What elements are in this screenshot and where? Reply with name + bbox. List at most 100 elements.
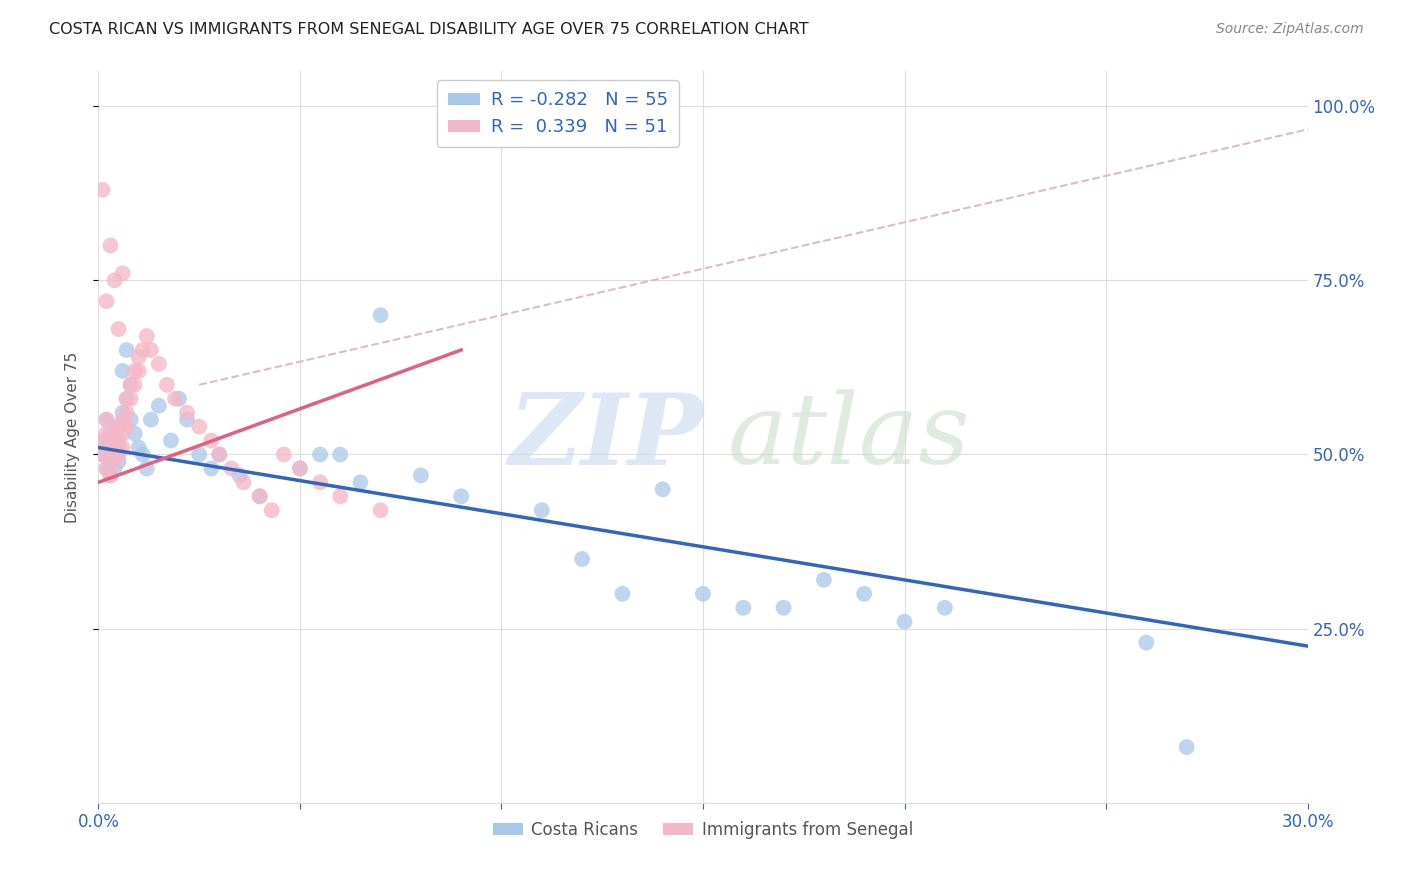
Point [103,454,125,468]
Point [107,419,129,434]
Point [100,468,122,483]
Point [571,552,593,566]
Point [309,448,332,462]
Point [103,273,125,287]
Point [91,183,114,197]
Point [100,448,122,462]
Point [115,419,138,434]
Point [100,454,122,468]
Point [450,489,472,503]
Point [91,448,114,462]
Point [167,392,190,406]
Point [107,434,129,448]
Point [100,434,122,448]
Point [148,357,170,371]
Point [91,434,114,448]
Point [651,483,673,497]
Point [188,448,211,462]
Point [115,406,138,420]
Point [128,350,150,364]
Point [96,412,118,426]
Point [96,426,118,441]
Point [160,434,183,448]
Point [249,489,271,503]
Point [107,322,129,336]
Point [107,448,129,462]
Text: atlas: atlas [727,390,970,484]
Point [111,441,134,455]
Point [120,412,142,426]
Point [100,238,122,252]
Point [612,587,634,601]
Point [228,468,250,483]
Point [96,294,118,309]
Point [135,329,157,343]
Point [329,448,352,462]
Point [96,461,118,475]
Point [176,406,198,420]
Point [91,434,114,448]
Point [96,441,118,455]
Text: Source: ZipAtlas.com: Source: ZipAtlas.com [1216,22,1364,37]
Point [120,392,142,406]
Point [103,426,125,441]
Point [103,461,125,475]
Y-axis label: Disability Age Over 75: Disability Age Over 75 [65,351,80,523]
Point [100,468,122,483]
Point [120,377,142,392]
Point [128,364,150,378]
Text: ZIP: ZIP [508,389,703,485]
Point [232,475,254,490]
Point [370,503,392,517]
Point [124,426,146,441]
Point [409,468,432,483]
Point [853,587,876,601]
Point [1175,740,1198,755]
Point [111,426,134,441]
Point [156,377,179,392]
Point [115,392,138,406]
Point [733,600,755,615]
Point [692,587,714,601]
Point [111,266,134,280]
Point [273,448,295,462]
Point [370,308,392,322]
Point [107,419,129,434]
Point [107,441,129,455]
Point [132,448,155,462]
Point [111,364,134,378]
Point [139,412,162,426]
Point [135,461,157,475]
Point [115,392,138,406]
Point [103,448,125,462]
Point [772,600,794,615]
Point [200,461,222,475]
Point [132,343,155,357]
Point [107,454,129,468]
Point [103,441,125,455]
Point [813,573,835,587]
Point [163,392,186,406]
Point [111,412,134,426]
Point [148,399,170,413]
Point [128,441,150,455]
Point [1135,635,1157,649]
Point [115,343,138,357]
Point [96,461,118,475]
Point [100,448,122,462]
Point [91,448,114,462]
Point [139,343,162,357]
Text: COSTA RICAN VS IMMIGRANTS FROM SENEGAL DISABILITY AGE OVER 75 CORRELATION CHART: COSTA RICAN VS IMMIGRANTS FROM SENEGAL D… [49,22,808,37]
Point [934,600,956,615]
Point [221,461,243,475]
Legend: Costa Ricans, Immigrants from Senegal: Costa Ricans, Immigrants from Senegal [486,814,920,846]
Point [249,489,271,503]
Point [208,448,231,462]
Point [200,434,222,448]
Point [329,489,352,503]
Point [893,615,915,629]
Point [208,448,231,462]
Point [103,434,125,448]
Point [124,377,146,392]
Point [288,461,311,475]
